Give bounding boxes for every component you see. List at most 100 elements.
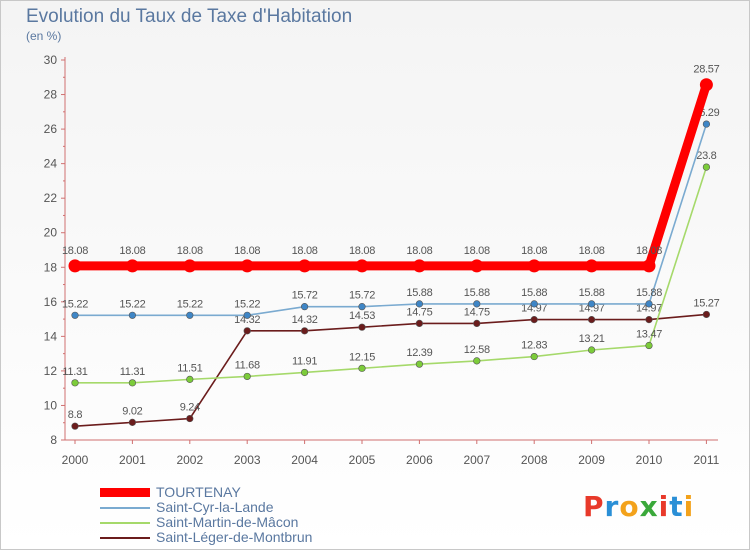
logo-letter: x: [639, 490, 659, 523]
data-label-saint-martin-de-macon: 11.91: [292, 355, 317, 367]
y-tick-label: 20: [44, 226, 58, 240]
data-point-saint-cyr-la-lande: [587, 300, 596, 308]
y-tick-label: 18: [44, 260, 58, 274]
data-point-tourtenay: [699, 78, 713, 92]
legend-label: TOURTENAY: [156, 484, 241, 500]
data-label-saint-cyr-la-lande: 15.88: [406, 287, 432, 299]
x-tick-label: 2003: [234, 453, 261, 467]
data-point-tourtenay: [183, 259, 197, 273]
logo-letter: r: [604, 490, 620, 523]
data-point-tourtenay: [527, 259, 541, 273]
data-point-saint-martin-de-macon: [587, 346, 596, 354]
data-point-saint-cyr-la-lande: [358, 303, 366, 311]
y-tick-label: 28: [44, 88, 58, 102]
x-tick-label: 2006: [406, 453, 433, 467]
data-point-saint-cyr-la-lande: [128, 311, 136, 319]
data-point-saint-leger-de-montbrun: [415, 319, 424, 328]
data-label-tourtenay: 18.08: [521, 245, 547, 257]
data-label-saint-martin-de-macon: 12.83: [521, 340, 547, 352]
data-label-saint-leger-de-montbrun: 14.97: [521, 303, 547, 315]
y-tick-label: 8: [50, 433, 57, 447]
data-point-saint-leger-de-montbrun: [645, 316, 653, 324]
data-label-saint-cyr-la-lande: 15.88: [579, 287, 605, 299]
series-line-saint-cyr-la-lande: [75, 123, 708, 317]
data-point-saint-cyr-la-lande: [473, 300, 481, 308]
data-point-saint-leger-de-montbrun: [530, 316, 538, 324]
data-point-saint-leger-de-montbrun: [301, 327, 309, 335]
data-label-saint-martin-de-macon: 11.31: [120, 366, 145, 378]
data-label-saint-cyr-la-lande: 15.72: [349, 290, 375, 302]
data-label-saint-leger-de-montbrun: 14.32: [234, 314, 260, 326]
data-label-saint-cyr-la-lande: 15.88: [464, 287, 490, 299]
x-tick-label: 2010: [636, 453, 663, 467]
data-point-saint-cyr-la-lande: [186, 311, 194, 319]
legend-label: Saint-Léger-de-Montbrun: [156, 529, 313, 545]
data-label-tourtenay: 18.08: [349, 245, 375, 257]
data-point-saint-martin-de-macon: [645, 341, 653, 350]
y-tick-label: 16: [44, 295, 58, 309]
data-point-saint-martin-de-macon: [358, 364, 366, 372]
data-point-tourtenay: [125, 259, 139, 273]
data-label-tourtenay: 18.08: [406, 245, 432, 257]
data-point-saint-martin-de-macon: [186, 375, 194, 383]
x-tick-label: 2007: [463, 453, 490, 467]
data-point-tourtenay: [412, 259, 426, 273]
logo-letter: i: [683, 490, 695, 523]
data-label-tourtenay: 18.08: [234, 245, 260, 257]
x-tick-label: 2011: [693, 453, 719, 467]
chart-title: Evolution du Taux de Taxe d'Habitation: [26, 6, 353, 27]
data-label-tourtenay: 18.08: [464, 245, 490, 257]
x-tick-label: 2001: [119, 453, 146, 467]
legend: TOURTENAY Saint-Cyr-la-Lande Saint-Martin-…: [100, 485, 312, 545]
data-point-tourtenay: [470, 259, 484, 273]
data-label-saint-cyr-la-lande: 15.88: [521, 287, 547, 299]
data-label-saint-martin-de-macon: 12.39: [406, 347, 432, 359]
data-label-saint-martin-de-macon: 23.8: [696, 150, 716, 162]
logo-letter: P: [583, 490, 605, 523]
data-label-saint-leger-de-montbrun: 14.32: [292, 314, 318, 326]
data-point-saint-martin-de-macon: [415, 360, 424, 368]
series-line-tourtenay: [75, 83, 711, 271]
proxiti-logo: Proxiti: [583, 490, 694, 523]
legend-swatch: [100, 488, 150, 497]
data-point-saint-cyr-la-lande: [243, 311, 251, 319]
y-tick-label: 10: [44, 398, 58, 412]
data-label-saint-leger-de-montbrun: 15.27: [693, 297, 719, 309]
data-point-tourtenay: [585, 259, 599, 273]
data-label-saint-martin-de-macon: 11.68: [235, 359, 260, 371]
data-point-saint-cyr-la-lande: [71, 311, 79, 319]
data-point-saint-martin-de-macon: [243, 372, 251, 381]
chart-unit-label: (en %): [26, 29, 62, 43]
data-label-saint-leger-de-montbrun: 14.75: [406, 306, 432, 318]
data-label-tourtenay: 18.08: [579, 245, 605, 257]
data-point-saint-leger-de-montbrun: [243, 327, 251, 335]
data-point-saint-leger-de-montbrun: [71, 422, 79, 430]
data-label-saint-cyr-la-lande: 15.88: [636, 287, 662, 299]
data-label-saint-cyr-la-lande: 15.22: [177, 298, 203, 310]
x-tick-label: 2000: [62, 453, 89, 467]
y-tick-label: 22: [44, 191, 58, 205]
y-tick-label: 24: [44, 157, 58, 171]
data-label-tourtenay: 18.08: [292, 245, 318, 257]
legend-swatch: [100, 506, 150, 509]
data-label-saint-cyr-la-lande: 15.22: [234, 298, 260, 310]
data-point-tourtenay: [68, 259, 82, 273]
logo-letter: i: [658, 490, 670, 523]
data-point-saint-martin-de-macon: [530, 352, 538, 361]
data-label-saint-leger-de-montbrun: 9.02: [122, 405, 142, 417]
legend-item-saint-martin-de-macon: Saint-Martin-de-Mâcon: [100, 515, 312, 530]
legend-item-tourtenay: TOURTENAY: [100, 485, 312, 500]
data-label-tourtenay: 18.08: [119, 245, 145, 257]
data-point-saint-martin-de-macon: [128, 379, 136, 387]
data-label-saint-martin-de-macon: 11.51: [177, 362, 202, 374]
legend-swatch: [100, 521, 150, 524]
data-point-saint-leger-de-montbrun: [702, 310, 711, 319]
data-label-tourtenay: 28.57: [693, 64, 719, 76]
data-label-saint-leger-de-montbrun: 9.24: [180, 402, 200, 414]
legend-item-saint-cyr-la-lande: Saint-Cyr-la-Lande: [100, 500, 312, 515]
x-tick-label: 2009: [578, 453, 605, 467]
series-line-saint-leger-de-montbrun: [74, 313, 707, 427]
legend-swatch: [100, 536, 150, 539]
x-tick-label: 2005: [349, 453, 376, 467]
